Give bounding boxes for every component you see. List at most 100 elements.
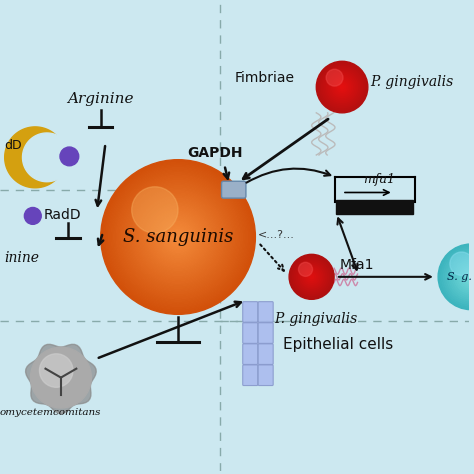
Circle shape [293,258,330,296]
Circle shape [129,188,227,286]
Circle shape [456,262,474,292]
Circle shape [438,244,474,310]
Circle shape [458,264,474,290]
Circle shape [142,201,214,273]
Text: GAPDH: GAPDH [187,146,243,160]
Text: Epithelial cells: Epithelial cells [283,337,394,352]
Bar [337,201,413,214]
FancyBboxPatch shape [243,323,258,343]
Polygon shape [22,133,71,182]
Circle shape [462,268,474,286]
Polygon shape [5,127,57,188]
Text: Fimbriae: Fimbriae [234,71,294,85]
Circle shape [460,266,474,288]
Circle shape [469,275,473,279]
Circle shape [295,260,328,294]
Circle shape [111,170,245,304]
Text: Arginine: Arginine [67,92,134,106]
Circle shape [132,191,225,283]
Circle shape [168,227,188,247]
Text: P. gingivalis: P. gingivalis [370,75,454,90]
FancyBboxPatch shape [243,344,258,365]
Circle shape [451,257,474,297]
Circle shape [163,221,193,253]
Circle shape [440,246,474,308]
Circle shape [165,224,191,250]
Circle shape [157,217,199,257]
Circle shape [106,165,250,309]
FancyBboxPatch shape [258,365,273,385]
Circle shape [320,65,365,109]
Circle shape [447,253,474,301]
Circle shape [60,147,79,166]
Circle shape [316,61,368,113]
Circle shape [39,354,73,387]
Circle shape [449,255,474,299]
Circle shape [304,269,319,284]
Circle shape [455,260,474,293]
Circle shape [450,252,473,275]
Circle shape [465,271,474,283]
Circle shape [297,262,327,292]
Circle shape [114,173,243,301]
Text: inine: inine [5,251,40,265]
Circle shape [337,82,347,92]
Circle shape [299,262,312,276]
Circle shape [328,73,356,101]
Circle shape [446,251,474,302]
Text: Mfa1: Mfa1 [340,258,374,272]
Circle shape [318,63,366,111]
Circle shape [121,180,235,294]
Circle shape [310,275,313,279]
Circle shape [467,273,474,281]
Circle shape [464,270,474,284]
Circle shape [152,211,204,263]
Circle shape [289,255,334,299]
Circle shape [145,203,211,271]
Circle shape [453,259,474,295]
Circle shape [302,267,321,286]
FancyBboxPatch shape [243,301,258,322]
Text: mfa1: mfa1 [364,173,395,186]
Circle shape [101,160,255,314]
FancyBboxPatch shape [258,301,273,322]
Circle shape [160,219,196,255]
Circle shape [137,196,219,278]
Circle shape [132,187,178,233]
Circle shape [30,347,91,408]
Text: P. gingivalis: P. gingivalis [274,312,358,326]
Circle shape [338,83,346,91]
Circle shape [170,229,186,245]
Circle shape [308,273,315,281]
Polygon shape [26,345,96,414]
Circle shape [444,249,474,304]
Circle shape [175,235,181,239]
Text: RadD: RadD [44,208,82,221]
Text: dD: dD [5,139,22,152]
Text: S. g.: S. g. [447,272,472,282]
Circle shape [340,85,344,89]
Circle shape [134,193,222,281]
Circle shape [103,162,253,312]
Circle shape [139,198,217,276]
FancyBboxPatch shape [258,344,273,365]
Circle shape [301,265,323,288]
Circle shape [321,66,363,108]
Circle shape [335,80,349,94]
Text: <...?...: <...?... [258,230,295,240]
Text: S. sanguinis: S. sanguinis [123,228,233,246]
Circle shape [330,75,354,99]
Circle shape [334,79,351,96]
Circle shape [325,70,359,104]
FancyBboxPatch shape [258,323,273,343]
Circle shape [24,208,41,224]
Circle shape [109,167,247,307]
Circle shape [327,72,357,102]
Text: omycetemcomitans: omycetemcomitans [0,408,101,417]
FancyBboxPatch shape [243,365,258,385]
Circle shape [299,264,325,290]
Circle shape [323,68,361,106]
Circle shape [291,256,332,298]
Circle shape [119,178,237,296]
Circle shape [127,185,229,289]
